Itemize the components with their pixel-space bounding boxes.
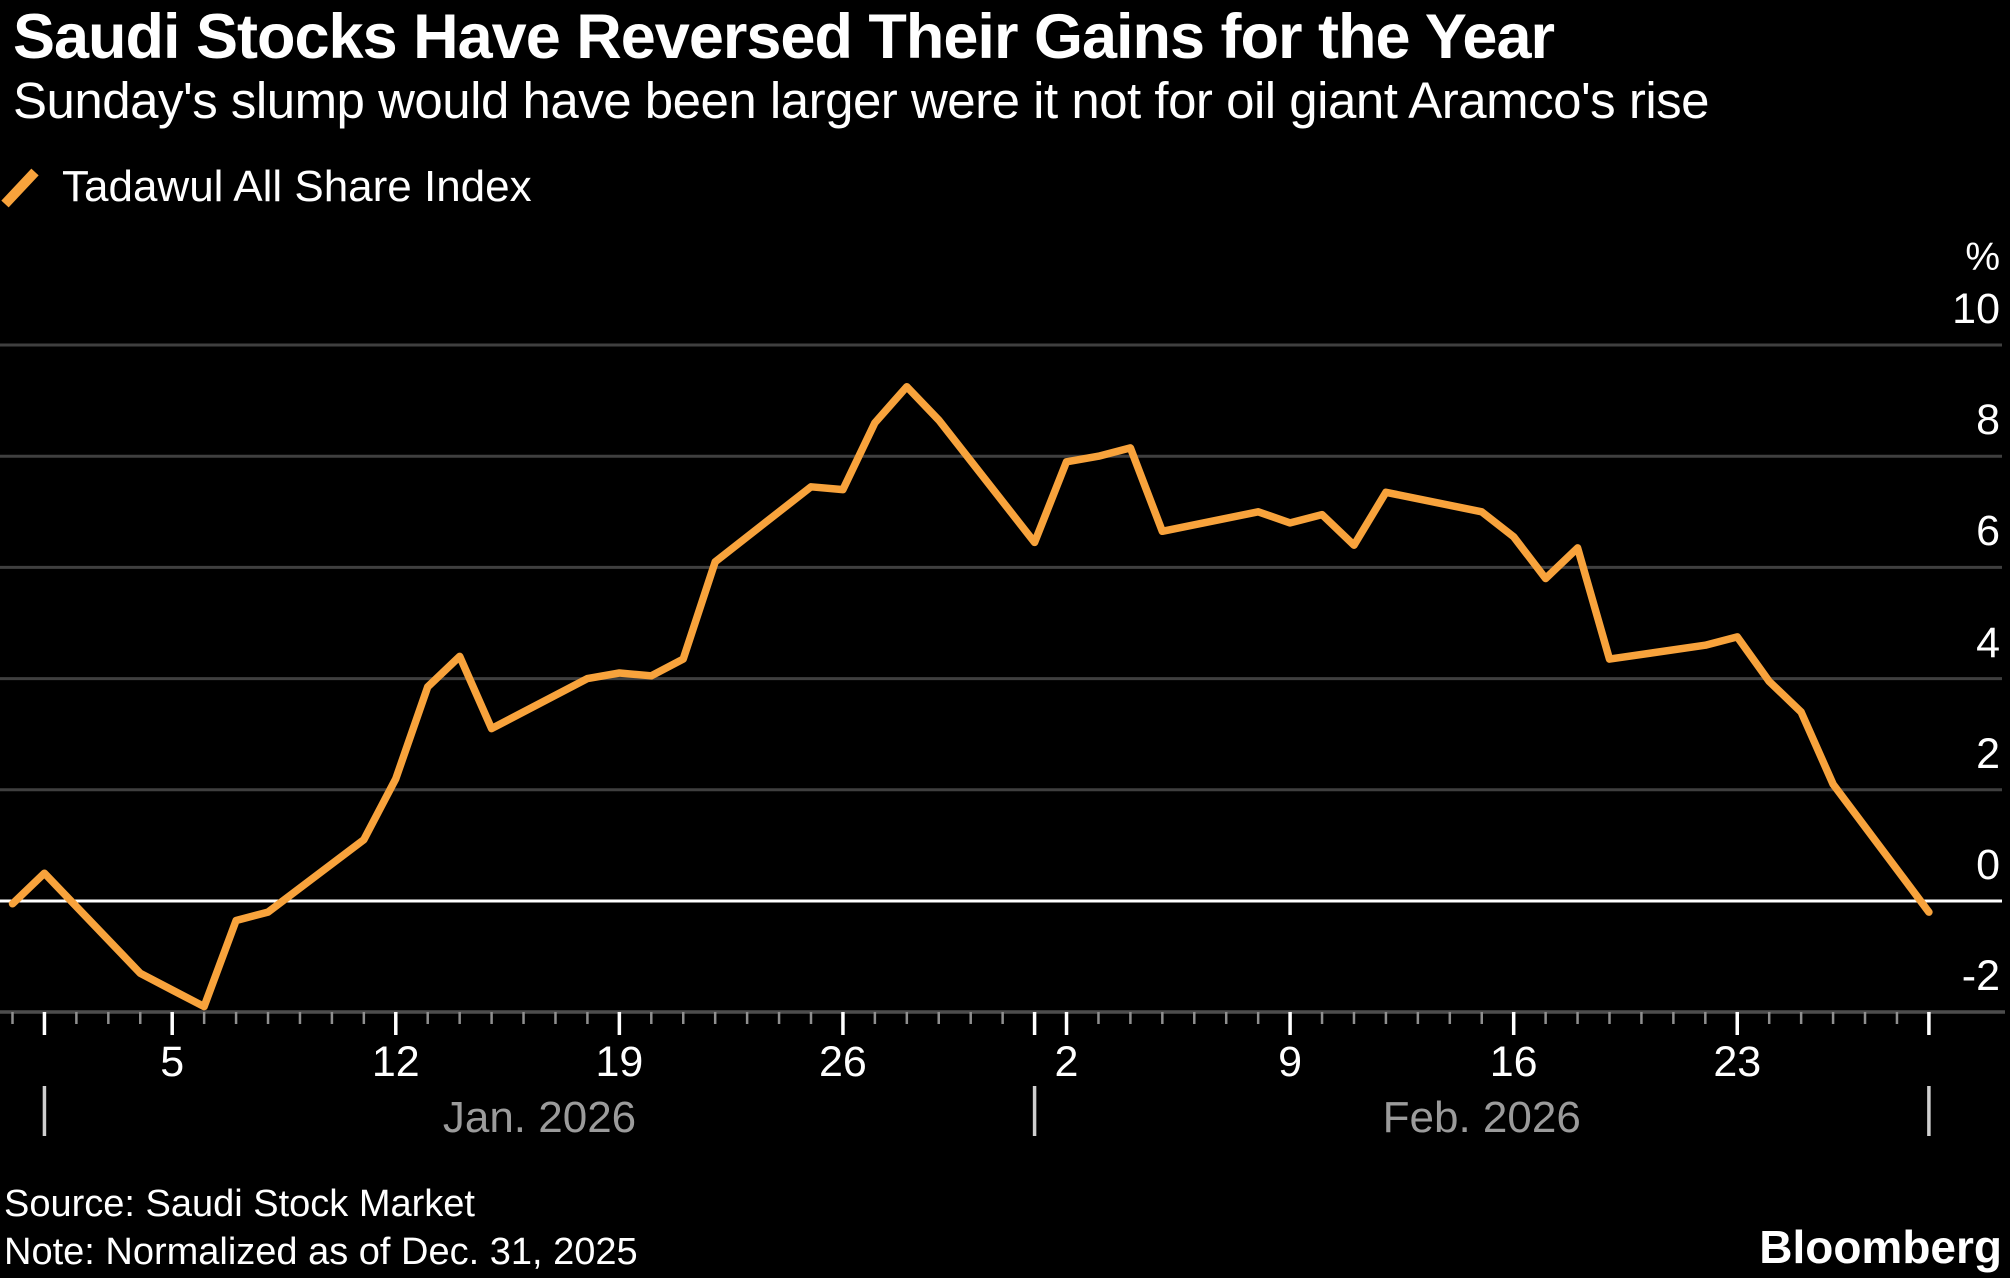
- y-tick-label: 6: [1976, 507, 2000, 556]
- x-tick-label: 5: [160, 1038, 185, 1086]
- bloomberg-logo: Bloomberg: [1759, 1221, 2002, 1273]
- chart-title: Saudi Stocks Have Reversed Their Gains f…: [13, 2, 1555, 72]
- note-text: Note: Normalized as of Dec. 31, 2025: [4, 1231, 638, 1273]
- month-label: Jan. 2026: [442, 1093, 637, 1142]
- y-tick-label: -2: [1961, 952, 2000, 1001]
- source-text: Source: Saudi Stock Market: [4, 1183, 475, 1225]
- y-tick-label: 8: [1976, 396, 2000, 445]
- series-line-tadawul: [8, 382, 1933, 1011]
- x-tick-label: 26: [819, 1038, 867, 1086]
- month-label: Feb. 2026: [1382, 1093, 1581, 1142]
- x-tick-label: 12: [371, 1038, 420, 1086]
- legend-line-swatch-icon: [1, 168, 39, 208]
- y-tick-label: 0: [1976, 841, 2000, 889]
- x-tick-label: 16: [1489, 1038, 1538, 1086]
- x-tick-label: 9: [1278, 1038, 1303, 1086]
- x-tick-label: 2: [1054, 1038, 1079, 1086]
- chart-subtitle: Sunday's slump would have been larger we…: [13, 72, 1710, 129]
- y-tick-label: 10: [1952, 285, 2000, 333]
- y-tick-label: 2: [1976, 729, 2000, 778]
- y-axis-unit-label: %: [1965, 236, 2000, 279]
- x-tick-label: 19: [595, 1038, 644, 1086]
- x-tick-label: 23: [1713, 1038, 1762, 1086]
- y-tick-label: 4: [1976, 618, 2000, 667]
- legend-label: Tadawul All Share Index: [62, 162, 532, 211]
